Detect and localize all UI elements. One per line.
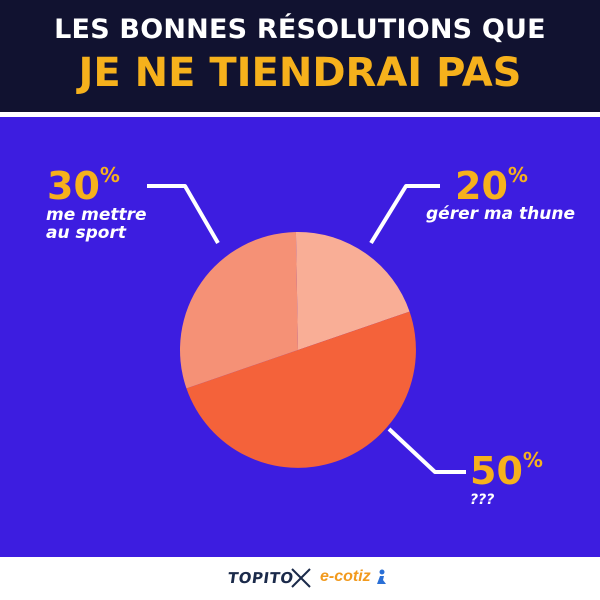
label-sport-line-1: me mettre	[46, 205, 147, 225]
topito-logo: TOPITO	[226, 569, 295, 587]
label-unknown: ???	[470, 492, 495, 508]
leader-line-unknown	[387, 427, 466, 474]
pct-unknown-value: 50	[470, 449, 523, 493]
pie-chart	[147, 184, 466, 474]
header-banner: LES BONNES RÉSOLUTIONS QUE JE NE TIENDRA…	[0, 0, 600, 112]
pct-thune-value: 20	[455, 164, 508, 208]
chart-panel: 30% me mettre au sport 20% gérer ma thun…	[0, 117, 600, 557]
pie-slices	[180, 232, 416, 468]
pct-sport-value: 30	[47, 164, 100, 208]
pie-slice-1	[186, 311, 416, 468]
label-thune: gérer ma thune	[426, 204, 575, 224]
pct-unknown: 50%	[470, 449, 543, 493]
cross-icon	[291, 568, 311, 588]
pie-slice-2	[180, 232, 298, 389]
label-sport-line-2: au sport	[46, 223, 126, 243]
header-divider	[0, 112, 600, 117]
footer: TOPITO e-cotiz	[0, 557, 600, 600]
title-line-2: JE NE TIENDRAI PAS	[78, 50, 522, 96]
pct-thune: 20%	[455, 164, 528, 208]
title-line-1: LES BONNES RÉSOLUTIONS QUE	[54, 14, 546, 45]
pct-thune-sign: %	[507, 163, 528, 187]
leader-line-thune	[369, 184, 440, 245]
leader-line-sport	[147, 184, 220, 245]
pct-sport: 30%	[47, 164, 120, 208]
pct-unknown-sign: %	[522, 448, 543, 472]
pct-sport-sign: %	[99, 163, 120, 187]
person-icon	[377, 569, 386, 584]
ecotiz-logo: e-cotiz	[320, 568, 371, 585]
pie-slice-0	[295, 232, 410, 350]
